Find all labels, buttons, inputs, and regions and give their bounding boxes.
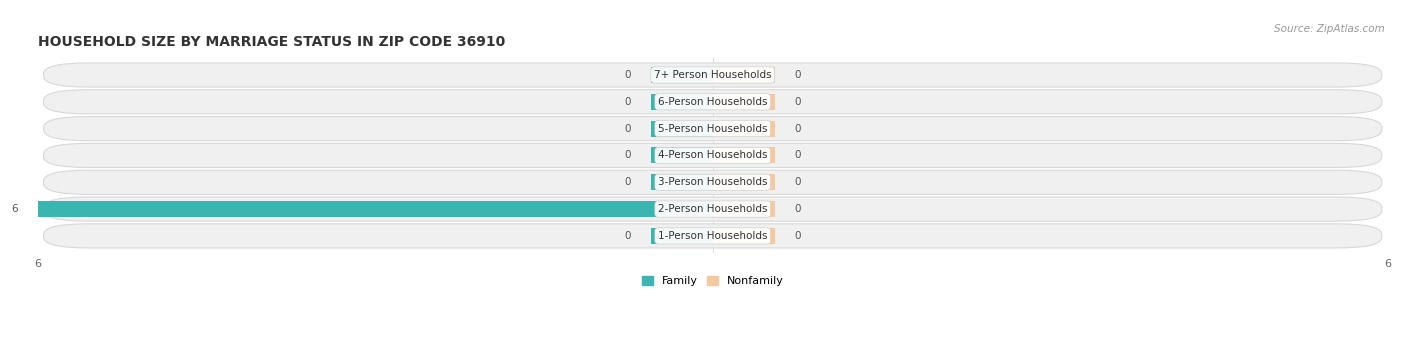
Text: 0: 0 — [624, 177, 631, 187]
Text: 6-Person Households: 6-Person Households — [658, 97, 768, 107]
Text: HOUSEHOLD SIZE BY MARRIAGE STATUS IN ZIP CODE 36910: HOUSEHOLD SIZE BY MARRIAGE STATUS IN ZIP… — [38, 35, 505, 49]
Bar — [713, 228, 775, 244]
Text: 0: 0 — [794, 204, 801, 214]
FancyBboxPatch shape — [44, 197, 1382, 221]
Text: 0: 0 — [794, 70, 801, 80]
Text: 0: 0 — [794, 150, 801, 161]
Text: 7+ Person Households: 7+ Person Households — [654, 70, 772, 80]
Text: 0: 0 — [624, 70, 631, 80]
FancyBboxPatch shape — [44, 143, 1382, 167]
Bar — [713, 174, 775, 190]
FancyBboxPatch shape — [44, 90, 1382, 114]
Bar — [651, 228, 713, 244]
FancyBboxPatch shape — [44, 63, 1382, 87]
Bar — [38, 201, 713, 217]
Legend: Family, Nonfamily: Family, Nonfamily — [637, 271, 787, 291]
Text: Source: ZipAtlas.com: Source: ZipAtlas.com — [1274, 24, 1385, 34]
Bar — [713, 67, 775, 83]
Bar — [651, 94, 713, 110]
Text: 0: 0 — [624, 231, 631, 241]
Text: 0: 0 — [624, 97, 631, 107]
Text: 6: 6 — [11, 204, 18, 214]
Bar — [651, 147, 713, 163]
FancyBboxPatch shape — [44, 170, 1382, 194]
Text: 3-Person Households: 3-Person Households — [658, 177, 768, 187]
Bar — [651, 121, 713, 137]
Text: 0: 0 — [794, 97, 801, 107]
Text: 0: 0 — [624, 124, 631, 134]
Text: 5-Person Households: 5-Person Households — [658, 124, 768, 134]
Text: 0: 0 — [624, 150, 631, 161]
Bar — [713, 94, 775, 110]
Text: 4-Person Households: 4-Person Households — [658, 150, 768, 161]
Text: 0: 0 — [794, 124, 801, 134]
Bar — [651, 67, 713, 83]
Text: 2-Person Households: 2-Person Households — [658, 204, 768, 214]
FancyBboxPatch shape — [44, 224, 1382, 248]
Text: 0: 0 — [794, 231, 801, 241]
Bar — [713, 147, 775, 163]
FancyBboxPatch shape — [44, 117, 1382, 141]
Bar — [713, 121, 775, 137]
Bar — [713, 201, 775, 217]
Text: 0: 0 — [794, 177, 801, 187]
Bar — [651, 174, 713, 190]
Text: 1-Person Households: 1-Person Households — [658, 231, 768, 241]
